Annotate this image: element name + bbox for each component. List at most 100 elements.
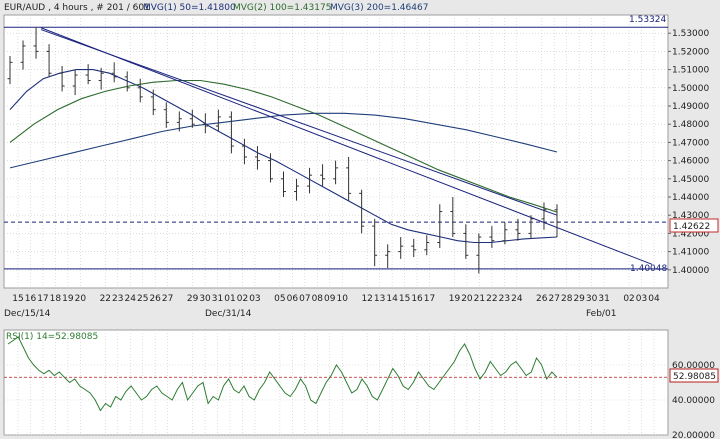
price-bars [7,27,560,274]
y-tick-label: 1.45000 [672,175,709,185]
price-grid [4,15,668,288]
header-mvg2: MVG(2) 100=1.43175 [233,3,331,13]
price-panel[interactable] [3,14,669,289]
x-tick-label: 17 [37,294,48,304]
x-tick-label: 31 [598,294,609,304]
x-tick-label: 28 [561,294,573,304]
x-date-label: Feb/01 [586,309,616,319]
x-tick-label: 15 [399,294,410,304]
y-tick-label: 1.43000 [672,211,709,221]
x-tick-label: 29 [187,294,199,304]
mvg-line-3 [9,112,558,169]
rsi-y-tick-label: 60.00000 [672,361,715,371]
price-bar [215,109,221,132]
x-tick-label: 04 [648,294,660,304]
y-tick-label: 1.42000 [672,229,709,239]
header-mvg1: MVG(1) 50=1.41800 [143,3,236,13]
price-y-axis: 1.40000 1.41000 1.42000 1.43000 1.44000 1.450… [668,29,709,276]
price-bar [150,89,156,116]
price-bar [502,222,508,245]
price-bar [281,171,286,197]
x-tick-label: 22 [100,294,111,304]
rsi-panel[interactable] [3,329,669,436]
price-bar [267,153,273,183]
price-bar [398,237,404,259]
y-tick-label: 1.41000 [672,248,709,258]
rsi-y-tick-label: 20.00000 [672,431,715,439]
x-tick-label: 21 [474,294,485,304]
time-x-axis: 15 16 17 18 19 20 22 23 24 25 26 27 29 30 31 01 02 03 05 06… [4,294,660,319]
price-bar [176,111,182,132]
trendlines[interactable] [40,27,653,265]
header-mvg3: MVG(3) 200=1.46467 [330,3,428,13]
price-bar [85,64,91,85]
price-bar [33,27,39,59]
price-bar [528,215,534,239]
trendline-upper [40,27,653,265]
price-bar [437,204,443,248]
x-tick-label: 20 [461,294,473,304]
y-tick-label: 1.46000 [672,157,709,167]
y-tick-label: 1.40000 [672,266,709,276]
x-tick-label: 22 [486,294,497,304]
support-label: 1.40048 [630,264,667,274]
y-tick-label: 1.48000 [672,120,709,130]
price-bar [450,197,456,238]
x-tick-label: 23 [499,294,510,304]
price-bar [463,224,469,259]
price-bar [124,71,130,92]
price-bar [372,218,378,267]
x-tick-label: 05 [274,294,285,304]
price-bar [111,62,117,83]
current-price-badge: 1.42622 [669,218,719,233]
y-tick-label: 1.52000 [672,47,709,57]
x-tick-label: 18 [50,294,62,304]
price-bar [346,156,352,201]
x-tick-label: 03 [636,294,647,304]
x-tick-label: 26 [149,294,161,304]
header-instrument: EUR/AUD , 4 hours , # 201 / 601 [4,3,150,13]
rsi-y-tick-label: 40.00000 [672,396,715,406]
x-tick-label: 24 [125,294,137,304]
price-bar [241,138,247,165]
current-price-label: 1.42622 [673,222,710,232]
price-bar [228,111,234,154]
price-bar [476,233,482,274]
rsi-grid [4,330,668,436]
price-bar [554,204,560,238]
x-tick-label: 12 [361,294,372,304]
price-bar [385,244,391,268]
x-tick-label: 16 [411,294,423,304]
rsi-y-axis: 20.00000 40.00000 60.00000 [672,361,715,439]
price-bar [541,202,547,230]
rsi-line [7,336,558,412]
price-bar [307,167,313,194]
x-tick-label: 19 [449,294,461,304]
y-tick-label: 1.50000 [672,84,709,94]
x-tick-label: 08 [312,294,324,304]
mvg-line-2 [9,79,558,213]
x-tick-label: 25 [137,294,148,304]
x-tick-label: 31 [212,294,223,304]
price-bar [320,164,326,187]
x-tick-label: 19 [62,294,74,304]
x-tick-label: 27 [162,294,173,304]
rsi-title: RSI(1) 14=52.98085 [6,332,98,342]
y-tick-label: 1.51000 [672,66,709,76]
price-bar [72,69,78,96]
x-tick-label: 23 [112,294,123,304]
y-tick-label: 1.53000 [672,29,709,39]
x-tick-label: 27 [549,294,560,304]
price-bar [98,67,104,90]
x-tick-label: 30 [586,294,598,304]
y-tick-label: 1.49000 [672,102,709,112]
x-tick-label: 24 [511,294,523,304]
x-date-label: Dec/31/14 [205,309,252,319]
x-tick-label: 03 [249,294,260,304]
x-tick-label: 30 [199,294,211,304]
x-tick-label: 17 [424,294,435,304]
y-tick-label: 1.47000 [672,138,709,148]
price-bar [202,113,208,134]
